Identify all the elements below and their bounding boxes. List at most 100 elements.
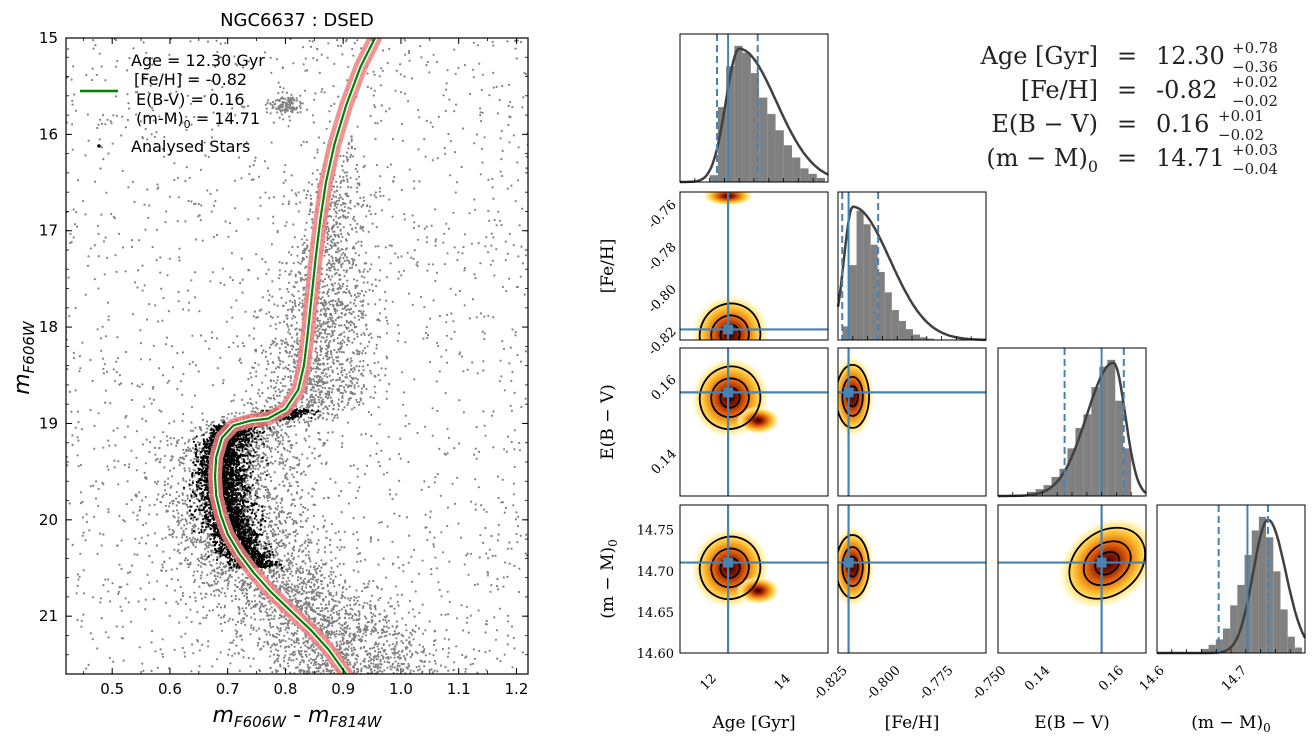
corner-x-label: [Fe/H]: [885, 713, 940, 733]
summary-plus: +0.01: [1218, 107, 1264, 125]
summary-name: (m − M)0: [986, 144, 1098, 176]
corner-plot: 12 14 -0.825 -0.800 -0.775 -0.750 0.14 0.16 14.6…: [598, 33, 1307, 735]
contour: [841, 546, 864, 587]
hist-bar: [1230, 605, 1238, 653]
cmd-panel: NGC6637 : DSED 0.5 0.6 0.7 0.8 0.9 1.0 1.1 1.2 …: [10, 10, 529, 731]
cmd-ytick-label: 17: [39, 222, 58, 240]
ebv-y-tick-label: 0.16: [649, 373, 680, 404]
feh-x-tick-label: -0.825: [811, 663, 851, 703]
feh-x-tick-label: -0.800: [864, 663, 904, 703]
contour: [838, 534, 870, 599]
legend-points-swatch: [97, 144, 101, 148]
panel-frame: [837, 347, 987, 497]
hist-bar: [856, 210, 864, 340]
corner-x-label-sub: 0: [1263, 721, 1271, 735]
best-marker: [723, 387, 734, 398]
hist-bar: [1294, 647, 1303, 653]
feh-x-tick-label: -0.775: [917, 663, 957, 703]
hist-bar: [1091, 387, 1100, 496]
hist-bar: [927, 338, 935, 340]
contour: [838, 364, 870, 429]
ebv-x-tick-label: 0.16: [1096, 663, 1127, 694]
cmd-x-axis: 0.5 0.6 0.7 0.8 0.9 1.0 1.1 1.2: [82, 38, 529, 698]
feh-x-tick-label: -0.750: [969, 663, 1009, 703]
corner-x-label: E(B − V): [1034, 713, 1110, 733]
cmd-y-axis: 15 16 17 18 19 20 21: [39, 29, 528, 675]
hist-bar: [742, 52, 751, 183]
hist-bar: [877, 271, 885, 340]
diag-panel-0: [679, 33, 829, 184]
cmd-xtick-label: 0.5: [100, 680, 124, 698]
cmd-ytick-label: 21: [39, 607, 58, 625]
contour: [710, 547, 750, 589]
dm-y-tick-label: 14.70: [637, 565, 674, 580]
hist-bar: [891, 310, 899, 340]
contour: [698, 535, 762, 601]
hist-bar: [1067, 448, 1076, 496]
cmd-ytick-label: 16: [39, 125, 58, 143]
hist-bar: [1258, 516, 1267, 653]
summary-eq: =: [1117, 42, 1137, 70]
contour: [710, 314, 750, 340]
hist-bar: [1222, 628, 1231, 653]
cmd-ytick-label: 19: [39, 414, 58, 432]
feh-y-tick-label: -0.76: [645, 198, 679, 232]
corner-y-label: E(B − V): [598, 384, 618, 460]
ebv-x-tick-label: 0.14: [1022, 663, 1053, 694]
hist-bar: [863, 224, 871, 340]
contour: [719, 556, 741, 579]
age-tick-label: 12: [698, 671, 720, 693]
hist-bar: [767, 113, 776, 182]
hist-bar: [849, 265, 857, 340]
summary-eq: =: [1117, 144, 1137, 172]
hist-bar: [842, 326, 850, 340]
summary-eq: =: [1117, 76, 1137, 104]
corner-y-label-sub: 0: [606, 539, 620, 547]
hist-bar: [1273, 571, 1281, 653]
hist-bar: [1237, 584, 1245, 653]
hist-bar: [800, 168, 809, 182]
hist-bar: [1059, 468, 1068, 496]
best-marker: [1096, 557, 1107, 568]
density-panel-3-0: [679, 504, 829, 654]
best-marker: [843, 557, 854, 568]
hist-bar: [1201, 648, 1209, 653]
hist-bar: [898, 320, 906, 340]
dm-y-tick-label: 14.65: [637, 606, 674, 621]
legend-age: Age = 12.30 Gyr: [131, 51, 265, 70]
contour: [698, 302, 762, 340]
legend-points-label: Analysed Stars: [131, 137, 250, 156]
corner-y-label: [Fe/H]: [598, 239, 618, 294]
contour: [1082, 540, 1132, 587]
contour: [841, 375, 864, 417]
summary-value: 0.16: [1156, 110, 1209, 138]
hist-bar: [920, 337, 928, 340]
age-tick-label: 14: [772, 671, 794, 693]
cmd-y-label: mF606W: [10, 320, 38, 395]
hist-bar: [1083, 414, 1092, 496]
hist-bar: [1115, 400, 1124, 496]
contour: [698, 365, 762, 430]
isochrone-line: [213, 38, 376, 674]
cmd-xtick-label: 1.2: [505, 680, 529, 698]
corner-x-label: Age [Gyr]: [711, 713, 795, 733]
diag-panel-1: [836, 191, 987, 342]
best-marker: [723, 324, 734, 335]
dm-x-tick-label: 14.7: [1219, 663, 1250, 694]
ylabel-sub: F606W: [20, 320, 38, 373]
corner-x-label: (m − M)0: [1191, 713, 1270, 735]
legend-dm-main: (m-M): [136, 109, 184, 128]
density-panel-2-1: [837, 347, 987, 497]
hist-bar: [1280, 609, 1288, 653]
hist-bar: [709, 175, 718, 182]
summary-value: -0.82: [1156, 76, 1218, 104]
cmd-xtick-label: 0.9: [331, 680, 355, 698]
hist-bar: [759, 97, 768, 182]
cmd-title: NGC6637 : DSED: [220, 10, 374, 31]
contour: [719, 386, 741, 409]
ebv-y-tick-label: 0.14: [649, 447, 680, 478]
hist-bar: [1075, 427, 1084, 496]
hist-bar: [717, 107, 727, 182]
summary-name: [Fe/H]: [1021, 76, 1098, 104]
diag-panel-2: [997, 347, 1147, 498]
